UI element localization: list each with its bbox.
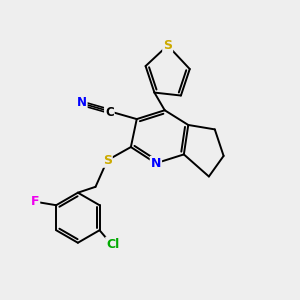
- Text: F: F: [31, 195, 39, 208]
- Text: N: N: [77, 96, 87, 110]
- Text: C: C: [105, 106, 114, 119]
- Text: S: S: [163, 39, 172, 52]
- Text: S: S: [103, 154, 112, 167]
- Text: Cl: Cl: [106, 238, 119, 250]
- Text: N: N: [151, 157, 161, 170]
